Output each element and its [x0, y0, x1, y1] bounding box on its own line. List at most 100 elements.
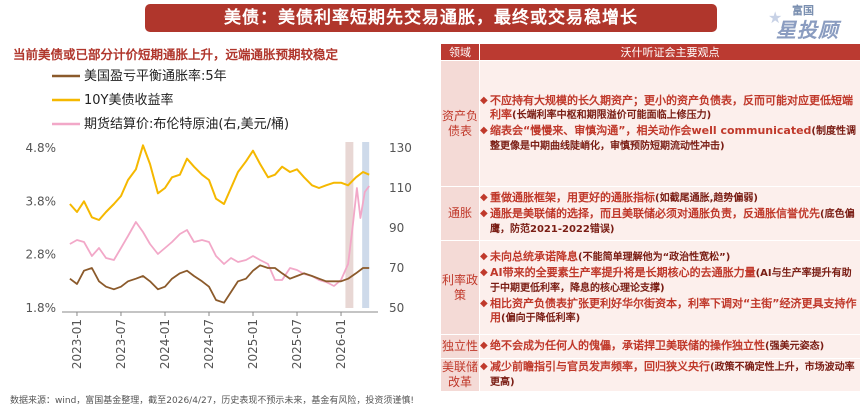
diamond-bullet-icon: ◆: [480, 266, 488, 278]
item-text: 重做通胀框架，用更好的通胀指标(如截尾通胀,趋势偏弱): [490, 191, 860, 206]
page-title: 美债：美债利率短期先交易通胀，最终或交易稳增长: [145, 4, 717, 32]
diamond-bullet-icon: ◆: [480, 250, 488, 262]
y-left-tick-label: 1.8%: [26, 301, 57, 315]
item-note: (不能简单理解他为“政治性宽松”): [578, 251, 731, 263]
row-category: 通胀: [440, 186, 480, 241]
item-note: (强美元姿态): [765, 341, 825, 352]
series-line-2: [69, 185, 370, 287]
diamond-bullet-icon: ◆: [480, 191, 488, 203]
item-note: (偏向于降低利率): [501, 312, 581, 324]
highlight-bands: [345, 142, 370, 308]
item-main-text: 相比资产负债表扩张更利好华尔街资本，利率下调对“主街”经济更具支持作用: [490, 296, 857, 324]
header-views: 沃什听证会主要观点: [479, 43, 861, 61]
table-row: 独立性 ◆ 绝不会成为任何人的傀儡，承诺捍卫美联储的操作独立性(强美元姿态): [440, 334, 861, 359]
series-line-0: [69, 264, 370, 304]
list-item: ◆ 减少前瞻指引与官员发声频率，回归狭义央行(政策不确定性上升，市场波动率更高): [480, 360, 860, 390]
list-item: ◆ 绝不会成为任何人的傀儡，承诺捍卫美联储的操作独立性(强美元姿态): [480, 339, 860, 354]
item-text: AI带来的全要素生产率提升将是长期核心的去通胀力量(AI与生产率提升有助于中期更…: [490, 266, 860, 296]
row-content: ◆ 重做通胀框架，用更好的通胀指标(如截尾通胀,趋势偏弱) ◆ 通胀是美联储的选择，而…: [479, 186, 861, 241]
item-main-text: 未向总统承诺降息: [490, 249, 578, 263]
y-right-tick-label: 50: [389, 301, 404, 315]
item-main-text: 绝不会成为任何人的傀儡，承诺捍卫美联储的操作独立性: [490, 339, 765, 352]
list-item: ◆ 重做通胀框架，用更好的通胀指标(如截尾通胀,趋势偏弱): [480, 191, 860, 206]
logo-line2: 星投顾: [776, 18, 839, 42]
table-header: 领域 沃什听证会主要观点: [440, 43, 861, 61]
logo-line1: 富国: [792, 4, 814, 17]
legend-label: 期货结算价:布伦特原油(右,美元/桶): [84, 116, 289, 132]
item-note: (长端利率中枢和期限溢价可能面临上修压力): [512, 109, 712, 121]
x-tick-label: 2025-07: [290, 319, 304, 369]
y-left-tick-label: 2.8%: [26, 248, 57, 262]
chart-subtitle: 当前美债或已部分计价短期通胀上升，远端通胀预期较稳定: [13, 47, 339, 62]
row-content: ◆ 不应持有大规模的长久期资产；更小的资产负债表，反而可能对应更低短端利率(长端利…: [479, 60, 861, 187]
item-text: 未向总统承诺降息(不能简单理解他为“政治性宽松”): [490, 250, 860, 265]
legend-label: 10Y美债收益率: [84, 92, 173, 108]
y-left-tick-label: 3.8%: [26, 194, 57, 208]
diamond-bullet-icon: ◆: [480, 297, 488, 309]
table-row: 利率政策 ◆ 未向总统承诺降息(不能简单理解他为“政治性宽松”) ◆ AI带来的全要素生…: [440, 240, 861, 335]
item-note: (AI与生产率提升有助于中期更低利率，降息的核心理论支撑): [490, 267, 852, 294]
series-line-1: [69, 144, 370, 221]
list-item: ◆ 相比资产负债表扩张更利好华尔街资本，利率下调对“主街”经济更具支持作用(偏向于…: [480, 297, 860, 326]
row-category: 资产负债表: [440, 60, 480, 187]
y-axis-right: 50 70 90 110 130: [389, 141, 412, 315]
list-item: ◆ 不应持有大规模的长久期资产；更小的资产负债表，反而可能对应更低短端利率(长端利…: [480, 94, 860, 123]
item-note: (如截尾通胀,趋势偏弱): [655, 192, 758, 204]
x-tick-label: 2023-01: [70, 319, 84, 369]
item-note: (制度性调整更像是中期曲线陡峭化，审慎预防短期流动性冲击): [490, 125, 856, 152]
fed-hearing-table: 领域 沃什听证会主要观点 资产负债表 ◆ 不应持有大规模的长久期资产；更小的资产负债…: [440, 43, 861, 392]
item-text: 绝不会成为任何人的傀儡，承诺捍卫美联储的操作独立性(强美元姿态): [490, 339, 860, 354]
item-text: 缩表会“慢慢来、审慎沟通”，相关动作会well communicated(制度性…: [490, 124, 860, 154]
brand-logo: ★ 富国 星投顾: [766, 0, 862, 44]
x-tick-label: 2023-07: [114, 319, 128, 369]
diamond-bullet-icon: ◆: [480, 94, 488, 106]
x-tick-label: 2024-01: [158, 319, 172, 369]
item-main-text: 缩表会“慢慢来、审慎沟通”，相关动作会well communicated: [490, 123, 812, 137]
table-row: 美联储改革 ◆ 减少前瞻指引与官员发声频率，回归狭义央行(政策不确定性上升，市场波动…: [440, 358, 861, 392]
row-content: ◆ 绝不会成为任何人的傀儡，承诺捍卫美联储的操作独立性(强美元姿态): [479, 334, 861, 359]
row-category: 利率政策: [440, 240, 480, 335]
row-category: 美联储改革: [440, 358, 480, 392]
table-row: 资产负债表 ◆ 不应持有大规模的长久期资产；更小的资产负债表，反而可能对应更低短端利…: [440, 60, 861, 187]
list-item: ◆ 未向总统承诺降息(不能简单理解他为“政治性宽松”): [480, 250, 860, 265]
list-item: ◆ AI带来的全要素生产率提升将是长期核心的去通胀力量(AI与生产率提升有助于中期…: [480, 266, 860, 296]
y-axis-left: 1.8% 2.8% 3.8% 4.8%: [26, 141, 57, 315]
highlight-band: [362, 142, 370, 308]
item-text: 减少前瞻指引与官员发声频率，回归狭义央行(政策不确定性上升，市场波动率更高): [490, 360, 860, 390]
diamond-bullet-icon: ◆: [480, 361, 488, 372]
item-note: (底色偏鹰，防范2021-2022错误): [490, 208, 855, 235]
item-text: 通胀是美联储的选择，而且美联储必须对通胀负责，反通胀信誉优先(底色偏鹰，防范20…: [490, 207, 860, 237]
x-tick-label: 2025-01: [246, 319, 260, 369]
star-icon: ★: [768, 8, 783, 27]
row-category: 独立性: [440, 334, 480, 359]
data-source-note: 数据来源：wind，富国基金整理，截至2026/4/27，历史表现不预示未来，基…: [10, 396, 415, 406]
item-main-text: 通胀是美联储的选择，而且美联储必须对通胀负责，反通胀信誉优先: [490, 206, 820, 220]
y-right-tick-label: 90: [389, 221, 404, 235]
row-content: ◆ 减少前瞻指引与官员发声频率，回归狭义央行(政策不确定性上升，市场波动率更高): [479, 358, 861, 392]
x-axis: 2023-01 2023-07 2024-01 2024-07 2025-01 2025-…: [62, 311, 378, 369]
list-item: ◆ 通胀是美联储的选择，而且美联储必须对通胀负责，反通胀信誉优先(底色偏鹰，防范2…: [480, 207, 860, 237]
item-main-text: 不应持有大规模的长久期资产；更小的资产负债表，反而可能对应更低短端利率: [490, 93, 853, 121]
legend-label: 美国盈亏平衡通胀率:5年: [84, 68, 227, 84]
y-right-tick-label: 130: [389, 141, 412, 155]
y-left-tick-label: 4.8%: [26, 141, 57, 155]
header-domain: 领域: [440, 43, 480, 61]
highlight-band: [345, 142, 354, 308]
y-right-tick-label: 110: [389, 181, 412, 195]
item-text: 不应持有大规模的长久期资产；更小的资产负债表，反而可能对应更低短端利率(长端利率…: [490, 94, 860, 123]
item-main-text: 重做通胀框架，用更好的通胀指标: [490, 190, 655, 204]
series-lines: [69, 144, 370, 304]
table-row: 通胀 ◆ 重做通胀框架，用更好的通胀指标(如截尾通胀,趋势偏弱) ◆ 通胀是美联储的选择…: [440, 186, 861, 241]
list-item: ◆ 缩表会“慢慢来、审慎沟通”，相关动作会well communicated(制度…: [480, 124, 860, 154]
y-right-tick-label: 70: [389, 261, 404, 275]
row-content: ◆ 未向总统承诺降息(不能简单理解他为“政治性宽松”) ◆ AI带来的全要素生产率提升…: [479, 240, 861, 335]
diamond-bullet-icon: ◆: [480, 340, 488, 351]
diamond-bullet-icon: ◆: [480, 124, 488, 136]
x-tick-label: 2024-07: [202, 319, 216, 369]
item-text: 相比资产负债表扩张更利好华尔街资本，利率下调对“主街”经济更具支持作用(偏向于降…: [490, 297, 860, 326]
x-tick-label: 2026-01: [334, 319, 348, 369]
item-note: (政策不确定性上升，市场波动率更高): [490, 362, 855, 388]
diamond-bullet-icon: ◆: [480, 207, 488, 219]
